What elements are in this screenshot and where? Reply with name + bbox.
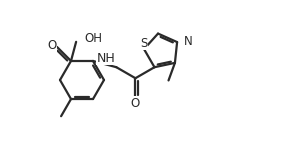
Text: OH: OH [84,32,102,45]
Text: N: N [184,35,193,48]
Text: NH: NH [96,52,115,65]
Text: O: O [47,40,57,52]
Text: O: O [131,97,140,109]
Text: S: S [140,37,148,50]
